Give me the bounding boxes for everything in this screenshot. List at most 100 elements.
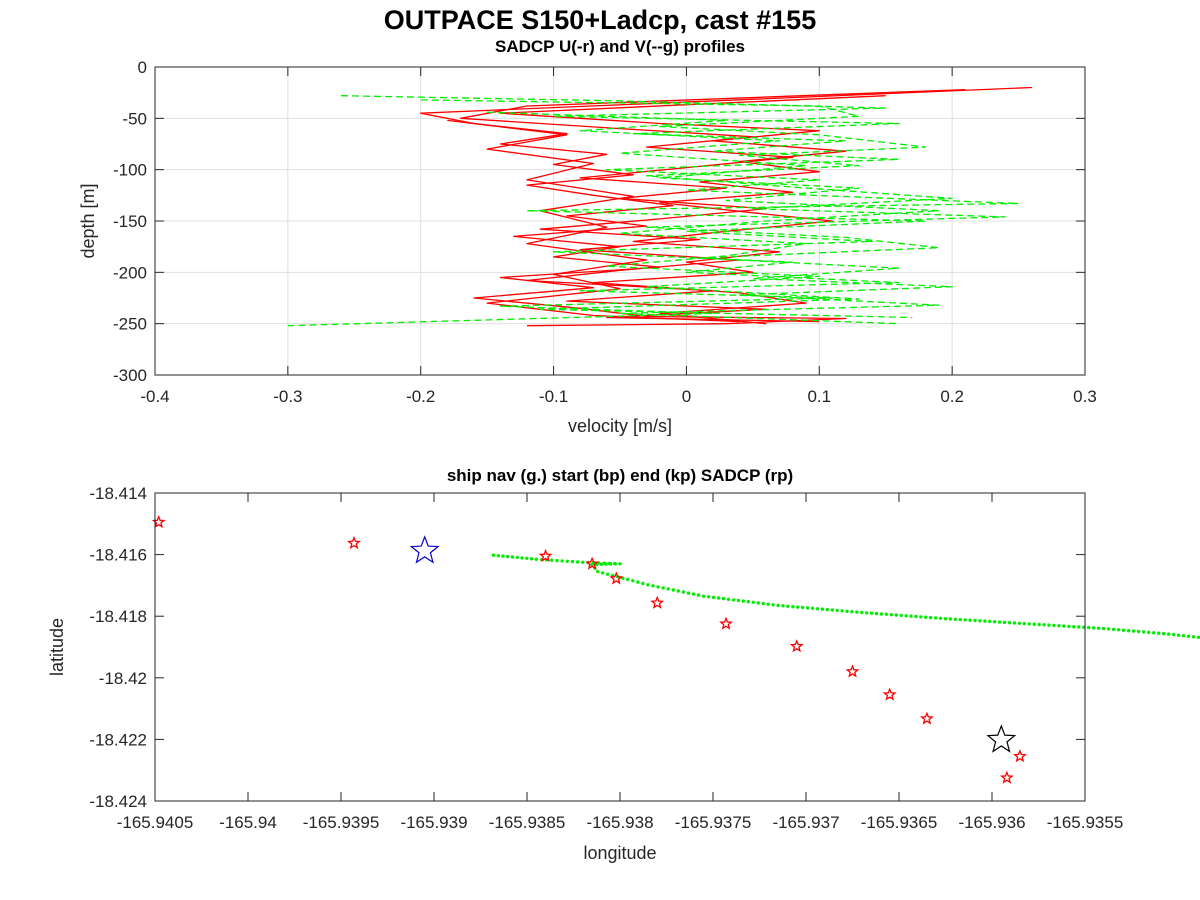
nav-point	[958, 617, 962, 622]
nav-point	[1196, 635, 1200, 640]
nav-point	[1032, 622, 1036, 626]
nav-point	[791, 605, 795, 609]
nav-point	[1002, 620, 1007, 625]
nav-y-axis-label: latitude	[47, 618, 67, 676]
nav-point	[865, 611, 869, 615]
nav-point	[1062, 624, 1066, 628]
nav-point	[656, 585, 660, 589]
u-profile-line	[420, 86, 1032, 327]
nav-point	[1042, 623, 1046, 627]
nav-point	[1096, 626, 1101, 630]
x-tick-label: 0.3	[1073, 387, 1097, 406]
nav-point	[1181, 634, 1186, 638]
y-tick-label: -18.416	[89, 546, 147, 565]
sadcp-point	[585, 556, 600, 570]
x-tick-label: -165.939	[400, 813, 467, 832]
nav-point	[651, 584, 655, 588]
nav-point	[590, 562, 594, 567]
nav-point	[820, 607, 825, 611]
nav-point	[978, 619, 982, 623]
y-tick-label: -200	[113, 263, 147, 282]
nav-point	[1052, 623, 1056, 628]
nav-point	[869, 611, 874, 615]
nav-point	[1072, 625, 1076, 629]
x-tick-label: -165.937	[772, 813, 839, 832]
x-tick-label: 0.1	[807, 387, 831, 406]
nav-point	[686, 591, 691, 595]
nav-point	[983, 619, 987, 623]
y-tick-label: -18.414	[89, 484, 147, 503]
sadcp-point	[882, 687, 897, 701]
nav-point	[904, 614, 908, 618]
nav-point	[726, 597, 731, 601]
nav-point	[601, 571, 605, 575]
nav-point	[696, 593, 701, 597]
nav-point	[786, 604, 790, 608]
nav-point	[746, 600, 750, 604]
nav-point	[636, 580, 640, 584]
nav-point	[1087, 625, 1091, 630]
x-tick-label: -165.9365	[861, 813, 938, 832]
v-profile-line	[287, 95, 1020, 327]
nav-point	[801, 605, 805, 610]
y-tick-label: -150	[113, 212, 147, 231]
nav-point	[510, 555, 515, 559]
nav-point	[731, 598, 736, 602]
profiles-title: SADCP U(-r) and V(--g) profiles	[495, 37, 745, 56]
nav-point	[855, 610, 859, 614]
nav-point	[1027, 622, 1031, 626]
nav-point	[840, 609, 844, 613]
nav-point	[691, 592, 696, 596]
x-tick-label: -165.938	[586, 813, 653, 832]
x-tick-label: -165.9395	[303, 813, 380, 832]
nav-point	[626, 577, 630, 582]
nav-point	[761, 601, 765, 606]
nav-point	[707, 595, 711, 599]
y-tick-label: -18.418	[89, 607, 147, 626]
nav-point	[560, 559, 564, 563]
nav-point	[1152, 631, 1156, 635]
nav-point	[671, 588, 675, 592]
nav-point	[938, 616, 943, 620]
nav-point	[874, 611, 879, 616]
nav-point	[899, 613, 903, 618]
nav-point	[1142, 630, 1146, 634]
profiles-x-axis-label: velocity [m/s]	[568, 416, 672, 436]
nav-point	[1126, 629, 1131, 633]
sadcp-point	[845, 664, 860, 678]
nav-point	[845, 609, 849, 613]
nav-y-ticks: -18.424 -18.422 -18.42 -18.418 -18.416 -18.41…	[89, 484, 1085, 811]
nav-point	[988, 619, 992, 624]
u-profile-line	[499, 95, 886, 325]
nav-point	[830, 608, 834, 612]
nav-point	[570, 559, 575, 564]
nav-point	[1007, 621, 1012, 625]
profiles-axes: SADCP U(-r) and V(--g) profiles -0.4 -0.3…	[78, 37, 1097, 436]
nav-point	[491, 553, 496, 557]
v-profile-line	[487, 111, 940, 319]
nav-point	[810, 606, 815, 610]
nav-point	[1092, 626, 1096, 630]
nav-point	[1167, 632, 1171, 636]
nav-point	[1111, 627, 1116, 632]
nav-point	[1162, 631, 1166, 636]
nav-x-ticks: -165.9405 -165.94 -165.9395 -165.939 -165.93…	[117, 493, 1123, 832]
y-tick-label: -100	[113, 161, 147, 180]
x-tick-label: -0.4	[140, 387, 169, 406]
nav-plot-area	[155, 493, 1085, 801]
nav-point	[1131, 629, 1136, 633]
nav-point	[934, 616, 938, 620]
nav-point	[968, 618, 972, 622]
nav-point	[963, 618, 967, 622]
sadcp-point	[1012, 749, 1027, 763]
x-tick-label: -165.94	[219, 813, 277, 832]
nav-point	[599, 562, 604, 566]
nav-point	[860, 610, 864, 615]
nav-title: ship nav (g.) start (bp) end (kp) SADCP …	[447, 466, 793, 485]
x-tick-label: -165.936	[958, 813, 1025, 832]
nav-point	[555, 558, 559, 563]
nav-point	[1121, 628, 1126, 632]
nav-point	[924, 615, 928, 619]
nav-point	[646, 583, 650, 587]
sadcp-point	[538, 548, 553, 563]
